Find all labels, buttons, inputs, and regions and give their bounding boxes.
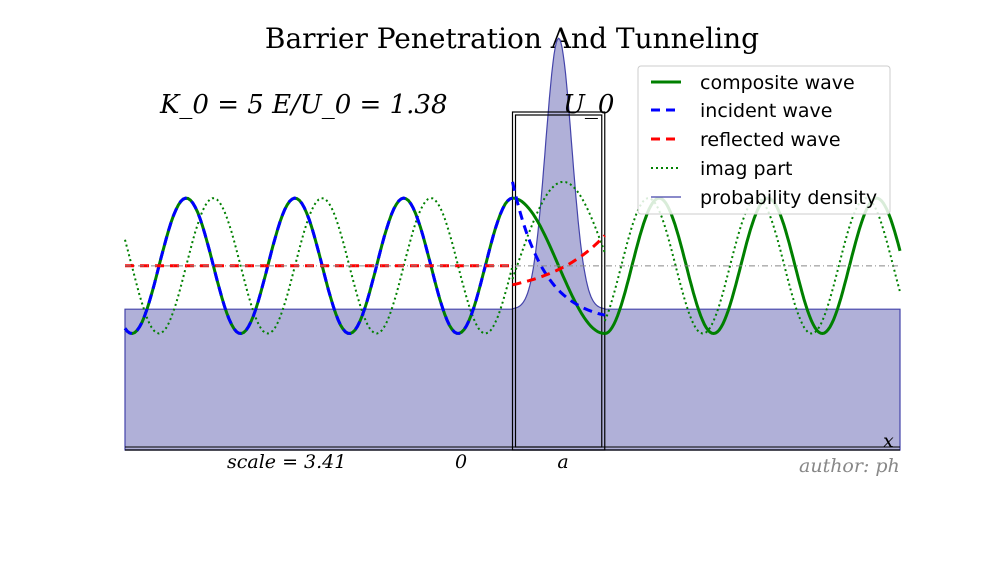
legend-item-imag: imag part (651, 158, 793, 180)
probability-density-area (124, 37, 901, 451)
incident-wave-barrier (511, 181, 606, 317)
author-label: author: ph (799, 455, 900, 477)
legend-item-composite: composite wave (651, 72, 855, 94)
barrier-height-label: U_0 (563, 90, 614, 120)
legend-label-imag: imag part (700, 158, 793, 180)
legend-item-density: probability density (651, 187, 877, 209)
legend-label-composite: composite wave (700, 72, 855, 94)
probability-density-fill (124, 37, 901, 451)
imag-part-left (124, 197, 514, 335)
tick-label-a: a (557, 451, 568, 473)
incident-wave-left (123, 196, 513, 336)
legend-item-incident: incident wave (651, 100, 832, 122)
legend-item-reflected: reflected wave (651, 129, 841, 151)
chart-title: Barrier Penetration And Tunneling (265, 22, 759, 55)
legend-label-incident: incident wave (700, 100, 832, 122)
imag-part-barrier (511, 180, 606, 280)
scale-label: scale = 3.41 (227, 451, 346, 473)
reflected-wave-barrier (512, 234, 606, 287)
tick-label-zero: 0 (455, 451, 467, 473)
legend-label-reflected: reflected wave (700, 129, 841, 151)
params-label: K_0 = 5 E/U_0 = 1.38 (159, 90, 448, 120)
axis-lines (125, 265, 900, 451)
legend-label-density: probability density (700, 187, 877, 209)
legend-box (637, 65, 891, 215)
legend: composite wave incident wave reflected w… (637, 65, 891, 215)
x-axis-label: x (883, 430, 894, 452)
